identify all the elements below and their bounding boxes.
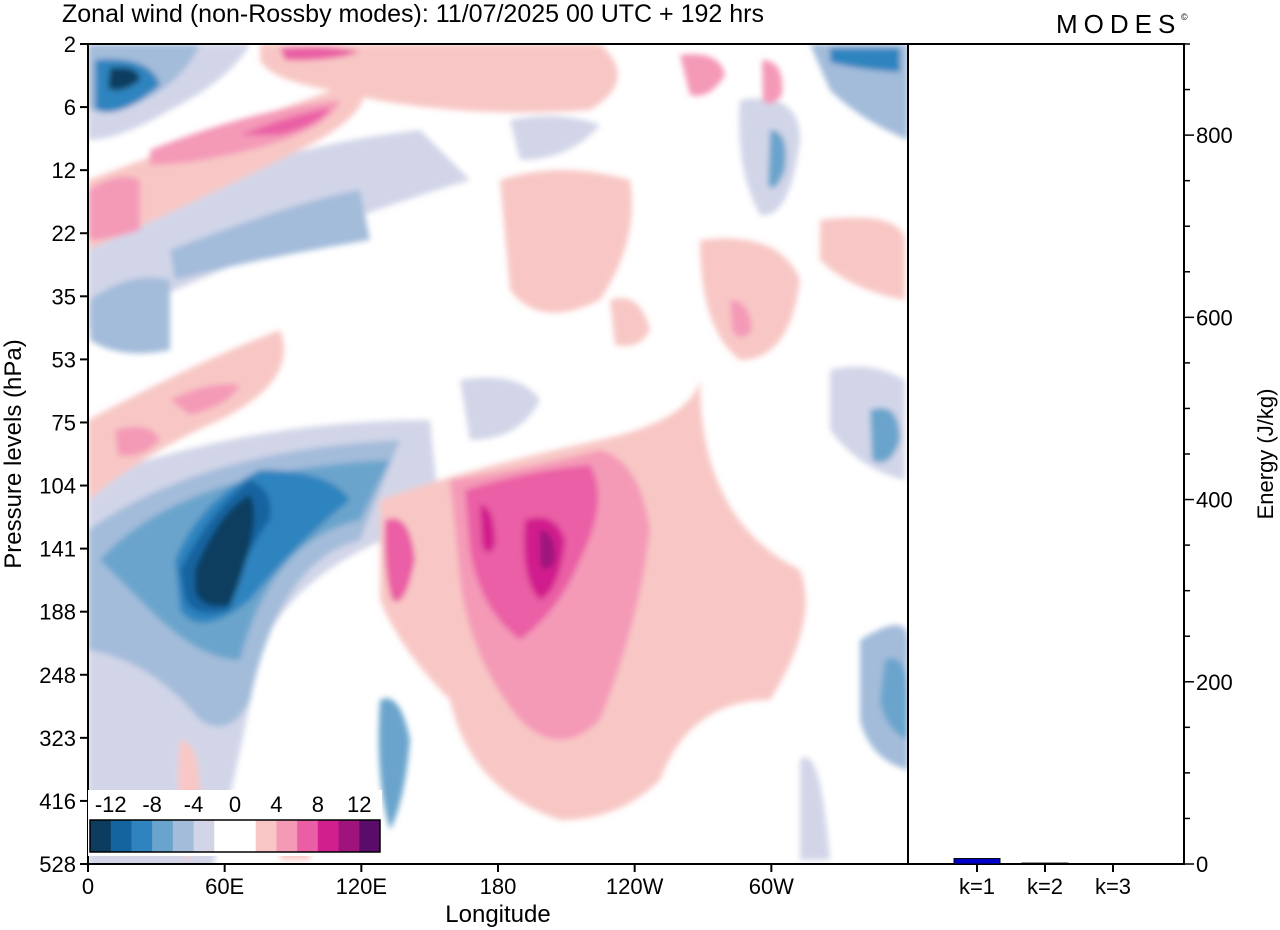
field-region — [680, 54, 725, 96]
field-region — [540, 530, 555, 569]
colorbar-swatch — [317, 820, 340, 852]
x-axis-label: Longitude — [445, 901, 550, 928]
energy-tick-label: 400 — [1196, 488, 1233, 513]
colorbar-label: -12 — [95, 792, 127, 817]
colorbar: -12 -8 -4 0 4 8 12 — [88, 790, 382, 856]
energy-bar — [953, 858, 1001, 865]
field-region — [280, 46, 360, 61]
energy-panel-frame — [907, 43, 1185, 865]
energy-tick-label: 800 — [1196, 123, 1233, 148]
field-region — [768, 130, 786, 188]
colorbar-label: 0 — [229, 792, 241, 817]
y-tick-label: 416 — [39, 789, 76, 814]
colorbar-label: -4 — [184, 792, 204, 817]
colorbar-frame — [89, 819, 381, 853]
field-region — [870, 408, 900, 463]
field-region — [730, 300, 752, 338]
colorbar-swatch — [193, 820, 215, 852]
energy-category-label: k=3 — [1095, 874, 1131, 899]
x-tick-label: 120W — [606, 874, 664, 899]
field-region — [510, 116, 600, 160]
y-tick-label: 6 — [64, 95, 76, 120]
field-region — [820, 217, 905, 300]
field-region — [610, 298, 650, 346]
field-region — [90, 277, 170, 354]
colorbar-swatch — [172, 820, 195, 852]
brand-logo: MODES — [1056, 9, 1181, 39]
field-region — [170, 384, 240, 415]
y-tick-label: 323 — [39, 726, 76, 751]
y-tick-label: 75 — [52, 410, 76, 435]
y-tick-label: 53 — [52, 347, 76, 372]
brand-mark: © — [1181, 12, 1188, 22]
energy-tick-label: 600 — [1196, 305, 1233, 330]
x-tick-label: 60W — [749, 874, 794, 899]
field-region — [762, 60, 783, 104]
colorbar-swatch — [152, 820, 174, 852]
field-region — [88, 176, 140, 240]
field-region — [378, 698, 410, 830]
field-layer — [88, 44, 908, 864]
y-tick-label: 12 — [52, 158, 76, 183]
longitude-axis: 0 60E 120E 180 120W 60W — [82, 864, 794, 899]
y-tick-label: 22 — [52, 221, 76, 246]
colorbar-label: 8 — [312, 792, 324, 817]
colorbar-label: -8 — [142, 792, 162, 817]
y-tick-label: 248 — [39, 663, 76, 688]
field-region — [260, 44, 618, 113]
y-tick-label: 528 — [39, 852, 76, 877]
field-region — [88, 330, 284, 500]
colorbar-swatch — [110, 820, 132, 852]
field-region — [880, 658, 908, 740]
field-region — [115, 426, 160, 456]
pressure-axis: 2 6 12 22 35 53 75 104 141 188 248 323 416 528 — [39, 32, 88, 877]
colorbar-swatch — [297, 820, 319, 852]
colorbar-swatch — [131, 820, 153, 852]
energy-category-label: k=2 — [1027, 874, 1063, 899]
heatmap-field — [88, 44, 908, 864]
field-region — [500, 170, 632, 313]
chart-title: Zonal wind (non-Rossby modes): 11/07/202… — [62, 0, 764, 28]
energy-bar — [1021, 862, 1069, 865]
colorbar-label: 12 — [347, 792, 371, 817]
field-region — [480, 505, 495, 553]
energy-bars: k=1 k=2 k=3 — [953, 858, 1137, 899]
y-tick-label: 104 — [39, 474, 76, 499]
colorbar-swatch — [255, 820, 277, 852]
field-region — [460, 377, 540, 440]
x-tick-label: 0 — [82, 874, 94, 899]
colorbar-swatch — [359, 820, 381, 852]
energy-axis-label: Energy (J/kg) — [1253, 389, 1278, 520]
field-region — [830, 48, 900, 72]
colorbar-swatch — [235, 820, 257, 852]
colorbar-swatch — [214, 820, 236, 852]
colorbar-label: 4 — [270, 792, 282, 817]
field-region — [384, 518, 415, 602]
y-tick-label: 188 — [39, 600, 76, 625]
x-tick-label: 60E — [205, 874, 244, 899]
y-tick-label: 141 — [39, 537, 76, 562]
field-region — [700, 238, 800, 360]
energy-bar — [1089, 863, 1137, 865]
field-region — [195, 495, 254, 606]
colorbar-swatch — [338, 820, 360, 852]
x-tick-label: 180 — [480, 874, 517, 899]
field-region — [150, 100, 340, 165]
y-axis-label: Pressure levels (hPa) — [0, 339, 27, 568]
field-region — [800, 757, 830, 860]
energy-tick-label: 0 — [1196, 852, 1208, 877]
field-region — [170, 190, 370, 280]
y-tick-label: 35 — [52, 284, 76, 309]
colorbar-swatch — [276, 820, 298, 852]
energy-tick-label: 200 — [1196, 670, 1233, 695]
field-region — [240, 108, 330, 135]
x-tick-label: 120E — [336, 874, 387, 899]
colorbar-swatch — [90, 820, 112, 852]
y-tick-label: 2 — [64, 32, 76, 57]
energy-category-label: k=1 — [959, 874, 995, 899]
field-region — [108, 67, 140, 91]
energy-axis: 0 200 400 600 800 — [1184, 43, 1233, 877]
